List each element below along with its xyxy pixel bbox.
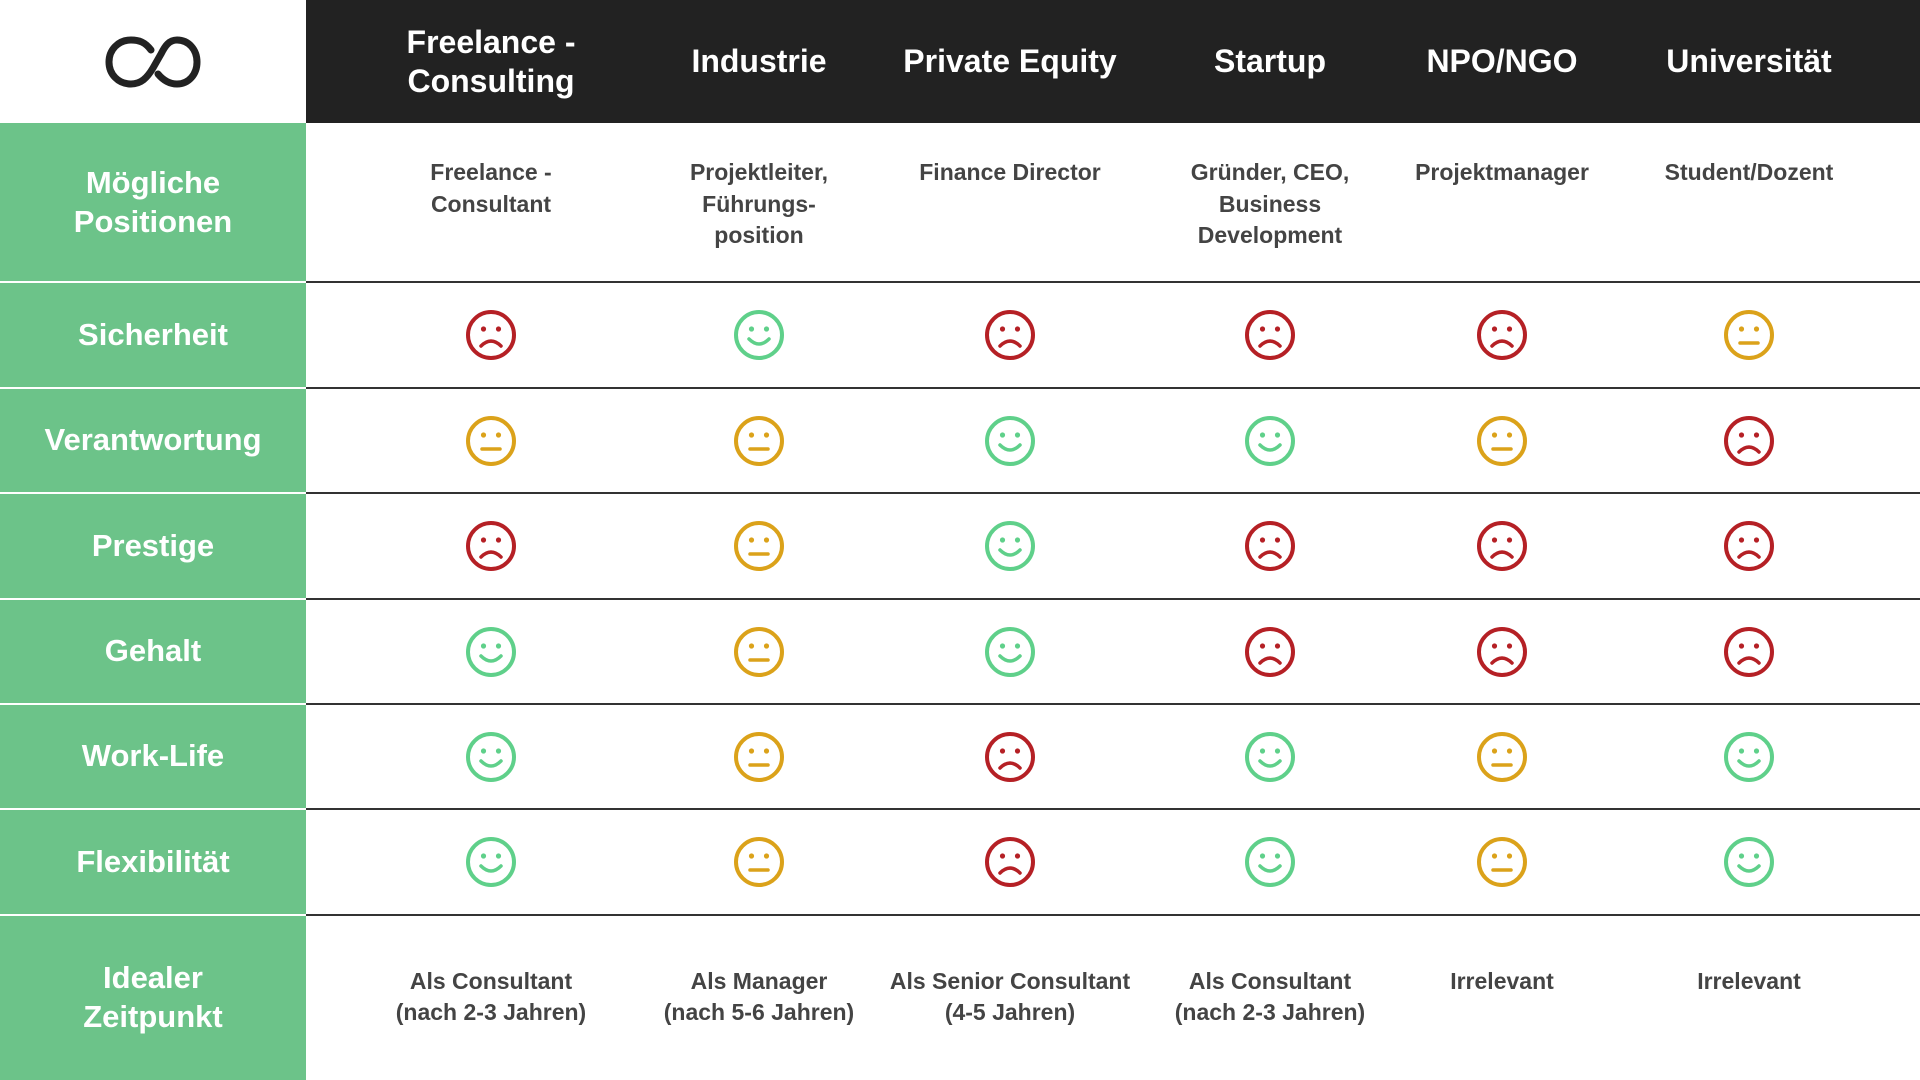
row-label: Work-Life (81, 738, 225, 774)
row-divider (306, 808, 1920, 810)
column-header: Industrie (691, 43, 827, 80)
rating-face (1477, 521, 1527, 571)
cell-text: Irrelevant (1450, 967, 1554, 994)
rating-face (985, 837, 1035, 887)
cell-text: Projektmanager (1415, 159, 1589, 185)
rating-face (466, 626, 516, 677)
rating-face (1245, 626, 1295, 677)
rating-face (985, 310, 1035, 360)
row-label: Sicherheit (78, 316, 228, 352)
rating-face (985, 626, 1035, 677)
cell-text: Als Senior Consultant (4-5 Jahren) (889, 967, 1131, 1026)
rating-face (466, 731, 516, 782)
rating-face (734, 837, 784, 887)
row-divider (306, 703, 1920, 705)
cell-text: Student/Dozent (1664, 159, 1834, 185)
logo-icon (105, 35, 201, 88)
rating-face (1477, 415, 1527, 466)
rating-face (1477, 626, 1527, 677)
column-header: NPO/NGO (1426, 43, 1578, 80)
column-header: Universität (1666, 43, 1832, 80)
row-divider (306, 281, 1920, 283)
row-divider (0, 808, 306, 810)
row-label: Gehalt (104, 633, 202, 669)
rating-face (466, 837, 516, 887)
rating-face (734, 521, 784, 571)
row-label: Idealer Zeitpunkt (83, 959, 223, 1034)
cell-text: Freelance - Consultant (430, 159, 552, 217)
rating-face (466, 415, 516, 466)
cell-text: Als Consultant (nach 2-3 Jahren) (1174, 967, 1366, 1026)
rating-face (985, 521, 1035, 571)
row-divider (0, 598, 306, 600)
rating-face (734, 415, 784, 466)
rating-face (466, 521, 516, 571)
rating-face (1477, 310, 1527, 360)
rating-face (1724, 837, 1774, 887)
row-divider (0, 914, 306, 916)
label-column (0, 0, 306, 1080)
rating-face (734, 731, 784, 782)
row-divider (0, 492, 306, 494)
rating-face (1724, 415, 1774, 466)
row-divider (306, 492, 1920, 494)
column-header: Freelance - Consulting (406, 24, 576, 99)
rating-face (734, 626, 784, 677)
rating-face (985, 415, 1035, 466)
cell-text: Finance Director (919, 159, 1101, 185)
row-divider (306, 387, 1920, 389)
cell-text: Gründer, CEO, Business Development (1190, 159, 1350, 249)
column-header: Private Equity (903, 43, 1117, 80)
logo (0, 0, 306, 123)
row-label: Verantwortung (44, 422, 262, 458)
rating-face (1245, 521, 1295, 571)
cell-text: Als Consultant (nach 2-3 Jahren) (395, 967, 587, 1026)
row-divider (0, 281, 306, 283)
rating-face (1724, 310, 1774, 360)
rating-face (1245, 731, 1295, 782)
row-divider (0, 703, 306, 705)
row-divider (306, 598, 1920, 600)
rating-face (985, 731, 1035, 782)
rating-face (1477, 837, 1527, 887)
row-label: Flexibilität (76, 843, 230, 879)
row-divider (0, 387, 306, 389)
header-bar (306, 0, 1920, 123)
rating-face (1477, 731, 1527, 782)
rating-face (1245, 310, 1295, 360)
row-label: Prestige (91, 527, 215, 563)
row-label: Mögliche Positionen (73, 164, 233, 239)
rating-face (1245, 415, 1295, 466)
cell-text: Irrelevant (1697, 967, 1801, 994)
rating-face (1724, 521, 1774, 571)
rating-face (1724, 626, 1774, 677)
row-divider (306, 914, 1920, 916)
rating-face (466, 310, 516, 360)
cell-text: Als Manager (nach 5-6 Jahren) (663, 967, 855, 1026)
cell-text: Projektleiter, Führungs- position (689, 159, 829, 249)
rating-face (734, 310, 784, 360)
rating-face (1724, 731, 1774, 782)
rating-face (1245, 837, 1295, 887)
column-header: Startup (1214, 43, 1326, 80)
